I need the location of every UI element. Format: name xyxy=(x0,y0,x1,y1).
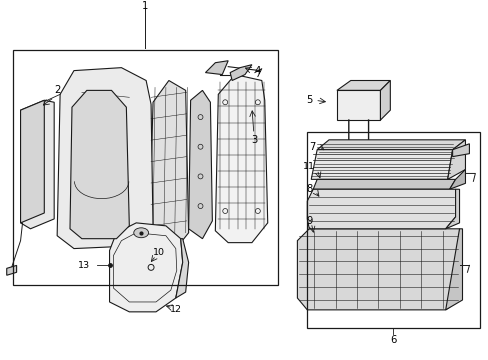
Text: 13: 13 xyxy=(78,261,90,270)
Text: 8: 8 xyxy=(305,184,312,194)
Polygon shape xyxy=(447,140,465,179)
Polygon shape xyxy=(449,170,465,189)
Text: 4: 4 xyxy=(254,66,261,76)
Text: 3: 3 xyxy=(251,135,258,145)
Polygon shape xyxy=(20,100,54,229)
Polygon shape xyxy=(175,239,188,298)
Text: 7: 7 xyxy=(308,142,315,152)
Bar xyxy=(306,132,479,328)
Polygon shape xyxy=(297,229,459,310)
Polygon shape xyxy=(109,223,183,312)
Text: 9: 9 xyxy=(305,216,312,226)
Text: 1: 1 xyxy=(142,1,148,12)
Bar xyxy=(13,50,277,285)
Polygon shape xyxy=(445,229,462,310)
Polygon shape xyxy=(7,265,17,275)
Polygon shape xyxy=(306,189,455,229)
Polygon shape xyxy=(215,75,267,243)
Polygon shape xyxy=(20,100,44,223)
Polygon shape xyxy=(313,179,455,189)
Polygon shape xyxy=(188,90,212,239)
Text: 10: 10 xyxy=(153,248,164,257)
Polygon shape xyxy=(57,68,153,248)
Polygon shape xyxy=(445,189,459,229)
Text: 11: 11 xyxy=(303,162,315,171)
Text: 6: 6 xyxy=(389,334,396,345)
Polygon shape xyxy=(230,65,251,81)
Polygon shape xyxy=(336,81,389,90)
Polygon shape xyxy=(317,140,465,150)
Polygon shape xyxy=(149,81,188,252)
Text: 2: 2 xyxy=(54,85,60,95)
Polygon shape xyxy=(205,61,228,75)
Polygon shape xyxy=(336,90,380,120)
Polygon shape xyxy=(380,81,389,120)
Text: 12: 12 xyxy=(169,305,182,314)
Polygon shape xyxy=(310,150,452,179)
Text: 5: 5 xyxy=(305,95,312,105)
Polygon shape xyxy=(70,90,129,239)
Ellipse shape xyxy=(134,228,148,238)
Polygon shape xyxy=(452,144,468,157)
